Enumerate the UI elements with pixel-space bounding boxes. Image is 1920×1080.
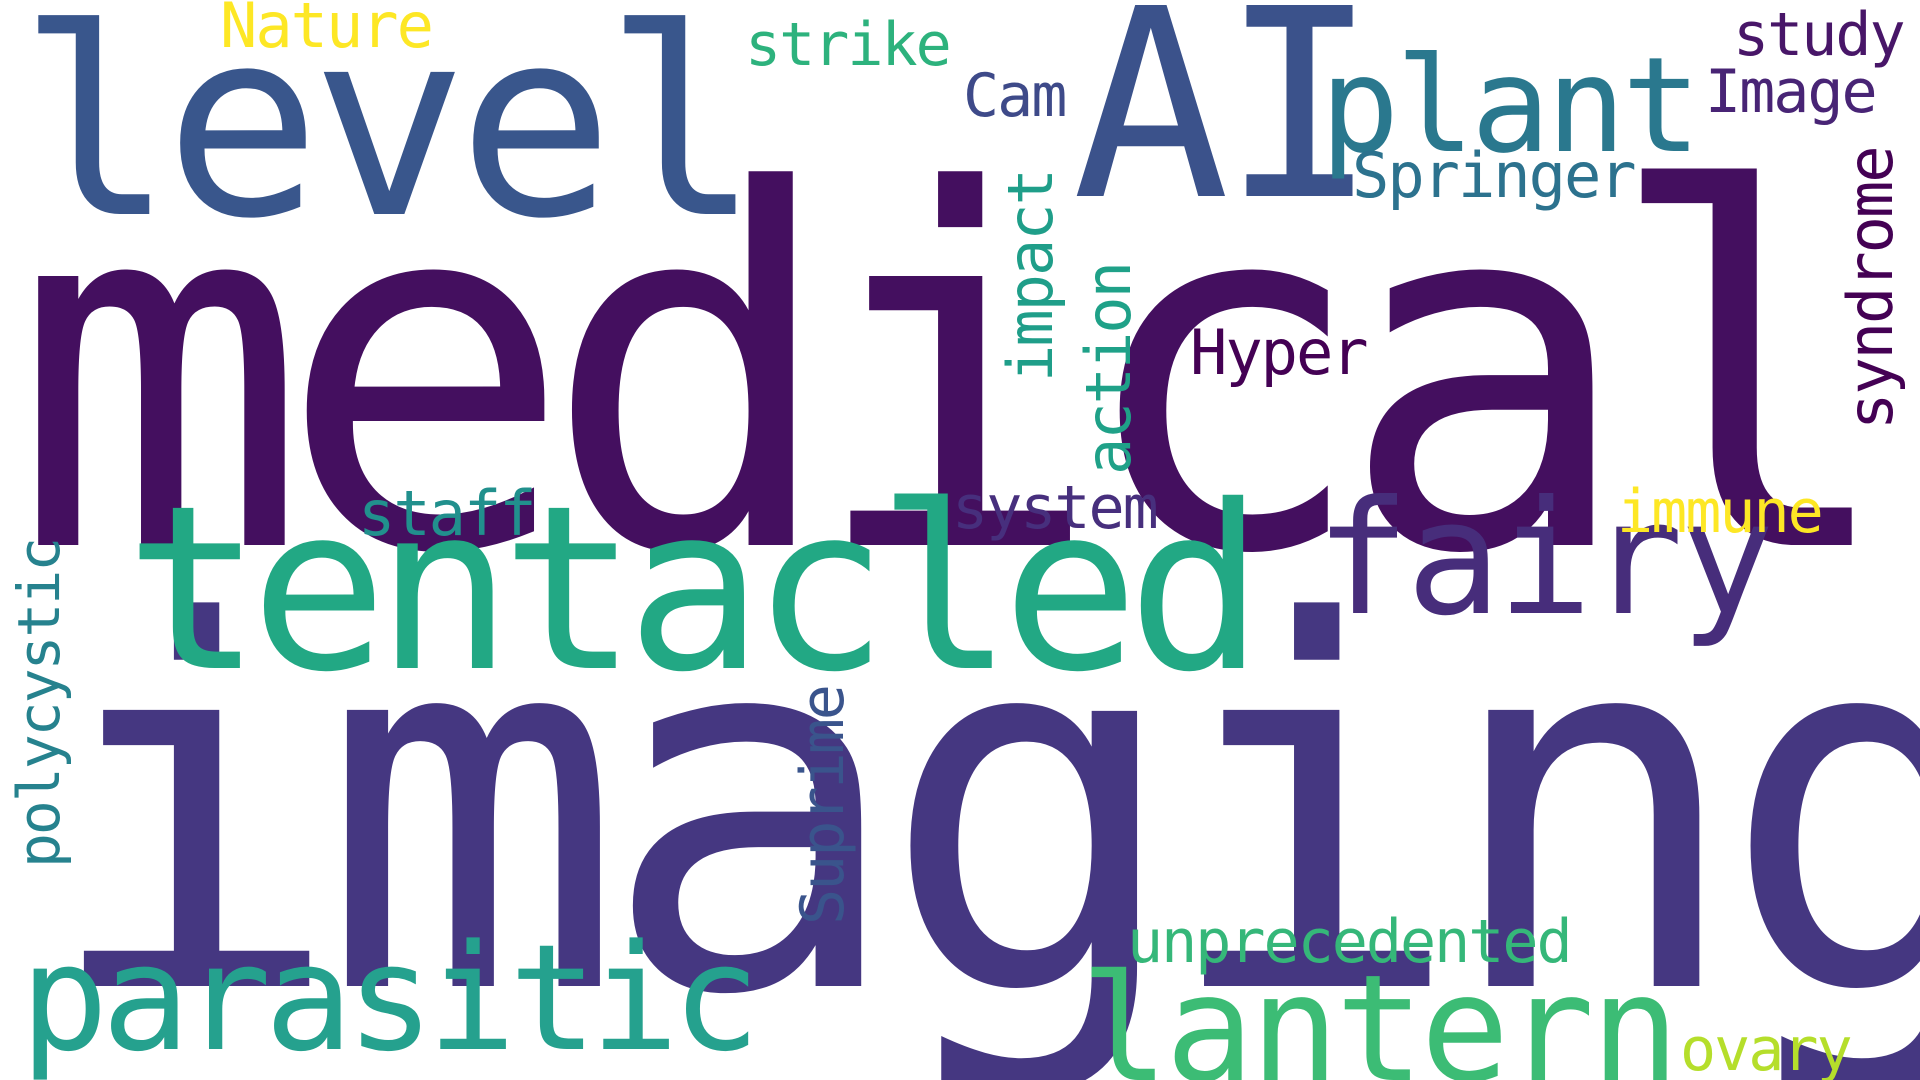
word-plant: plant <box>1320 29 1701 183</box>
word-immune: immune <box>1617 477 1824 547</box>
word-strike: strike <box>745 10 952 80</box>
word-staff: staff <box>358 477 537 550</box>
word-action: action <box>1072 263 1145 475</box>
word-imaging: imaging <box>40 518 1920 1080</box>
word-nature: Nature <box>220 0 434 62</box>
word-polycystic: polycystic <box>5 538 73 868</box>
word-syndrome: syndrome <box>1834 147 1907 430</box>
word-ai: AI <box>1072 0 1378 258</box>
word-lantern: lantern <box>1080 943 1680 1080</box>
word-image: Image <box>1705 57 1878 127</box>
word-study: study <box>1733 0 1906 70</box>
word-tentacled: tentacled <box>125 456 1264 722</box>
word-suprime: Suprime <box>788 686 858 925</box>
word-cam: Cam <box>963 61 1067 131</box>
word-fairy: fairy <box>1315 467 1775 651</box>
word-medical: medical <box>12 89 1899 662</box>
word-level: level <box>18 0 761 276</box>
word-system: system <box>952 473 1159 543</box>
word-hyper: Hyper <box>1190 316 1369 389</box>
word-impact: impact <box>994 170 1067 382</box>
word-ovary: ovary <box>1680 1015 1853 1080</box>
word-springer: Springer <box>1352 139 1637 212</box>
word-parasitic: parasitic <box>20 913 761 1080</box>
word-unprecedented: unprecedented <box>1127 907 1573 977</box>
